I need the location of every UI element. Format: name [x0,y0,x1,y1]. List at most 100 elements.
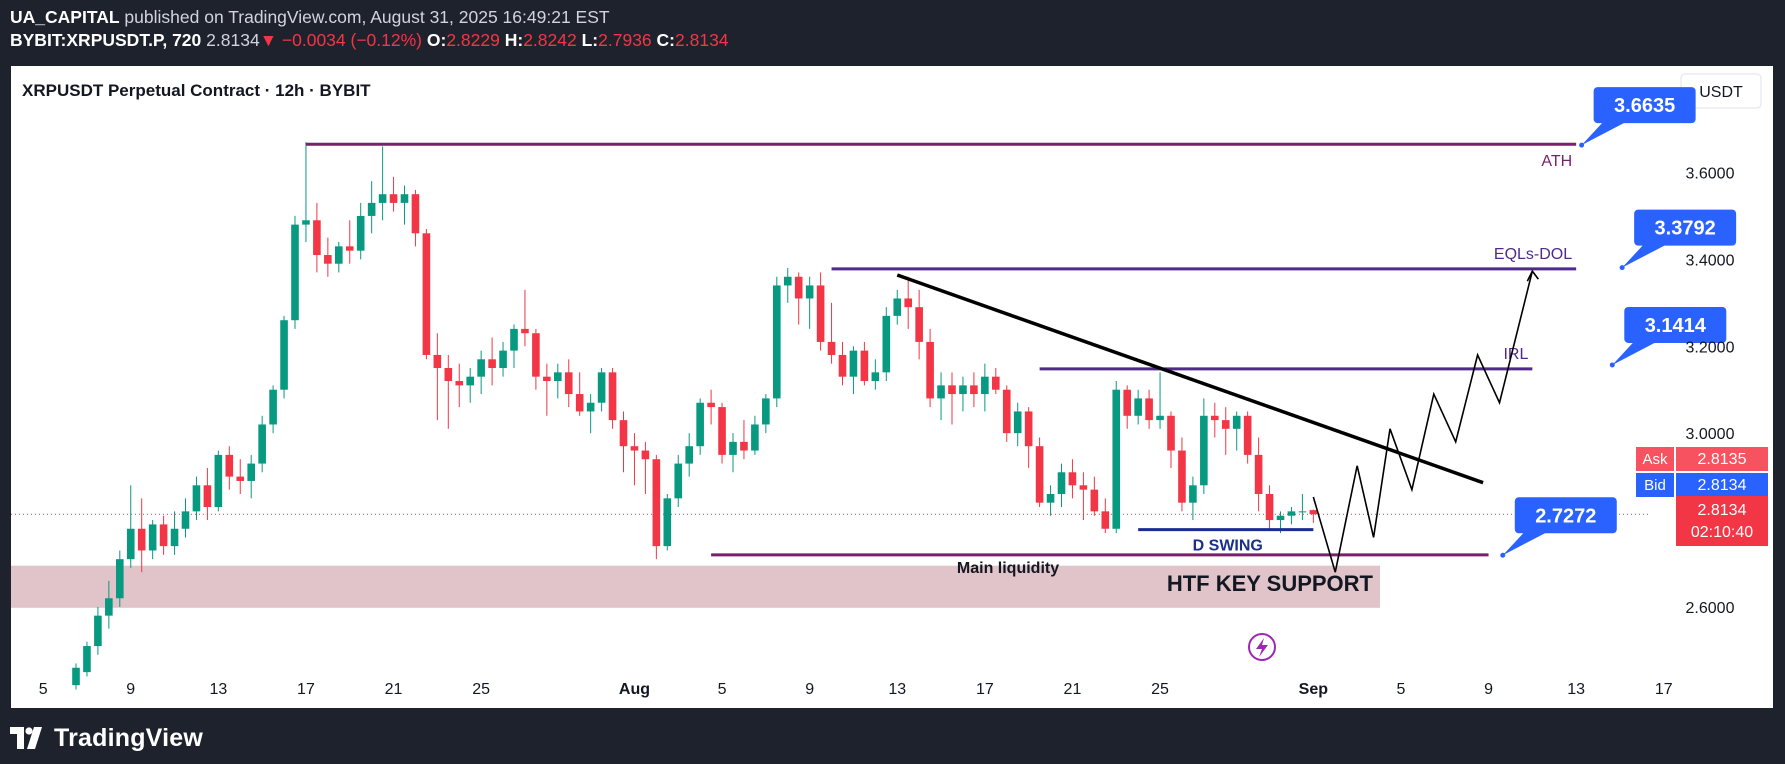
candle [937,372,945,421]
candle [608,367,617,429]
publish-header: UA_CAPITAL published on TradingView.com,… [10,6,729,52]
time-tick-label: 9 [1484,681,1493,698]
candle-body [970,385,978,395]
candle-body [740,441,748,451]
candle [225,446,234,490]
candle-body [203,485,212,508]
publish-line: UA_CAPITAL published on TradingView.com,… [10,6,729,29]
candle [532,328,540,390]
published-text: published on TradingView.com, August 31,… [124,7,610,27]
candle-body [105,598,113,616]
candle-body [488,359,496,368]
candle-body [280,320,288,390]
candle [148,520,157,560]
candle [652,454,661,560]
candle [137,498,146,573]
candle-body [1145,398,1153,421]
ask-value: 2.8135 [1698,451,1747,468]
currency-button-label: USDT [1699,84,1743,101]
price-callout[interactable]: 3.6635 [1579,87,1696,148]
candle-body [783,276,792,286]
candle-body [1298,511,1307,513]
candle-body [729,441,737,455]
last-price-value: 2.8134 [1698,502,1747,519]
time-tick-label: 17 [1655,681,1673,698]
candle [477,350,485,395]
callout-label: 3.6635 [1614,95,1675,117]
candle-body [181,511,190,529]
candle [313,202,321,273]
currency-button[interactable]: USDT [1680,73,1762,109]
candle-body [214,454,223,508]
tradingview-logo[interactable]: TradingView [10,721,203,755]
candle [422,228,431,360]
callout-label: 2.7272 [1535,505,1596,527]
price-tick-label: 2.6000 [1686,600,1735,617]
author-name[interactable]: UA_CAPITAL [10,7,120,27]
candle [378,146,387,221]
candle [575,372,584,416]
candle [455,363,464,408]
candle-body [258,424,266,464]
candle-body [1211,415,1219,421]
candle-body [1046,493,1055,503]
candle [83,641,91,677]
candle-body [345,246,354,251]
ask-tag [1636,447,1674,471]
candle-body [1200,415,1208,486]
descending-trendline[interactable] [896,273,1484,485]
level-ath: ATH [305,142,1577,170]
candle-body [608,372,617,421]
callout-label: 3.3792 [1655,218,1716,240]
candle-body [1309,510,1318,515]
candle-body [992,376,1000,390]
callout-anchor [1619,265,1625,271]
candle [389,176,398,212]
callout-pointer [1502,527,1549,556]
last-price-box [1676,496,1768,546]
candle-body [521,328,529,334]
candle-body [1057,472,1066,494]
price-callout[interactable]: 2.7272 [1500,497,1617,558]
candle-body [1276,515,1285,521]
candle-body [291,224,299,321]
candle [1068,459,1077,499]
candle [959,376,967,412]
lightning-icon-bolt [1256,638,1268,657]
candle [718,402,726,464]
candle [1112,381,1121,534]
candle-body [433,354,442,368]
candle [696,398,704,455]
candle [1090,476,1099,516]
price-callout[interactable]: 3.3792 [1619,209,1737,271]
candle [1013,402,1022,447]
candle-body [1101,511,1110,529]
price-tick-label: 3.6000 [1686,165,1735,182]
candle [1221,407,1230,455]
time-tick-label: 13 [1567,681,1585,698]
candle-body [192,485,201,512]
candle [554,363,562,399]
candle [1287,507,1296,525]
lightning-icon[interactable] [1248,633,1276,661]
price-callout[interactable]: 3.1414 [1609,306,1727,368]
candle-body [564,372,573,395]
candle-body [597,372,606,403]
chart-title: XRPUSDT Perpetual Contract · 12h · BYBIT [22,81,371,100]
projected-path[interactable] [1312,270,1534,573]
candle-body [389,194,398,203]
candle [882,307,891,382]
candle [794,272,803,325]
candle-body [663,498,672,547]
candle-body [718,407,726,455]
candle [291,215,299,329]
candle-body [444,367,453,382]
callout-pointer [1612,336,1659,365]
candle-body [762,398,770,425]
callout-box [1634,209,1737,246]
candle-body [335,246,343,264]
candle-body [422,233,431,355]
candle [1057,463,1066,508]
htf-key-support-label: HTF KEY SUPPORT [1167,571,1374,596]
